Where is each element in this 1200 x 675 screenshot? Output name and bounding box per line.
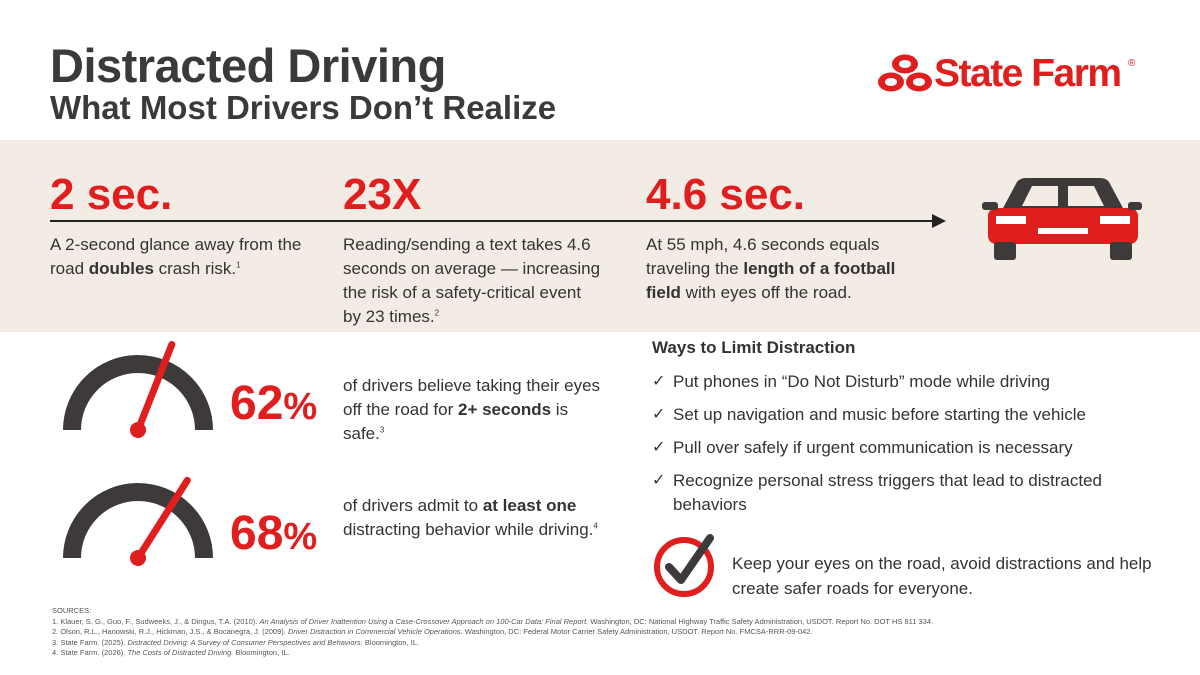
list-item: ✓ Pull over safely if urgent communicatio… [652,436,1152,460]
check-icon: ✓ [652,472,666,489]
sources-label: SOURCES: [52,606,92,615]
list-item: ✓ Recognize personal stress triggers that… [652,471,1103,514]
car-icon [982,178,1142,260]
source-item: 3. State Farm. (2025). Distracted Drivin… [52,637,420,647]
circle-check-icon [654,534,714,597]
pct-62-description: of drivers believe taking their eyes off… [343,376,601,443]
stat-2-description: Reading/sending a text takes 4.6 seconds… [343,235,601,326]
check-icon: ✓ [652,406,666,423]
state-farm-logo: State Farm ® [876,52,1146,97]
speedometer-gauge-icon-68 [63,476,213,566]
timeline-arrow-line [50,220,943,222]
list-item: ✓ Put phones in “Do Not Disturb” mode whi… [652,370,1152,394]
sources: SOURCES: 1. Klauer, S. G., Guo, F., Sudw… [52,606,1152,659]
source-item: 1. Klauer, S. G., Guo, F., Sudweeks, J.,… [52,616,934,626]
stat-1-description: A 2-second glance away from the road dou… [50,235,302,278]
pct-68-description: of drivers admit to at least one distrac… [343,496,598,539]
check-icon: ✓ [652,439,666,456]
source-item: 4. State Farm. (2026). The Costs of Dist… [52,648,290,657]
registered-mark: ® [1128,58,1136,69]
ways-list: ✓ Put phones in “Do Not Disturb” mode whi… [652,370,1152,526]
closing-message: Keep your eyes on the road, avoid distra… [732,554,1152,598]
arrow-right-icon [932,214,946,228]
state-farm-three-ovals-logo-icon [878,54,932,92]
stat-23x: 23X [343,170,422,219]
list-item: ✓ Set up navigation and music before star… [652,403,1152,427]
speedometer-gauge-icon-62 [63,340,213,438]
source-item: 2. Olson, R.L., Hanowski, R.J., Hickman,… [52,627,813,636]
pct-68: 68% [230,507,318,560]
ways-title: Ways to Limit Distraction [652,338,856,357]
page-subtitle: What Most Drivers Don’t Realize [50,89,557,126]
stat-4-6-sec: 4.6 sec. [646,170,806,219]
stat-2-sec: 2 sec. [50,170,173,219]
pct-62: 62% [230,377,318,430]
page-title: Distracted Driving [50,39,446,92]
stat-3-description: At 55 mph, 4.6 seconds equals traveling … [646,235,896,302]
brand-name: State Farm [934,52,1122,95]
check-icon: ✓ [652,373,666,390]
